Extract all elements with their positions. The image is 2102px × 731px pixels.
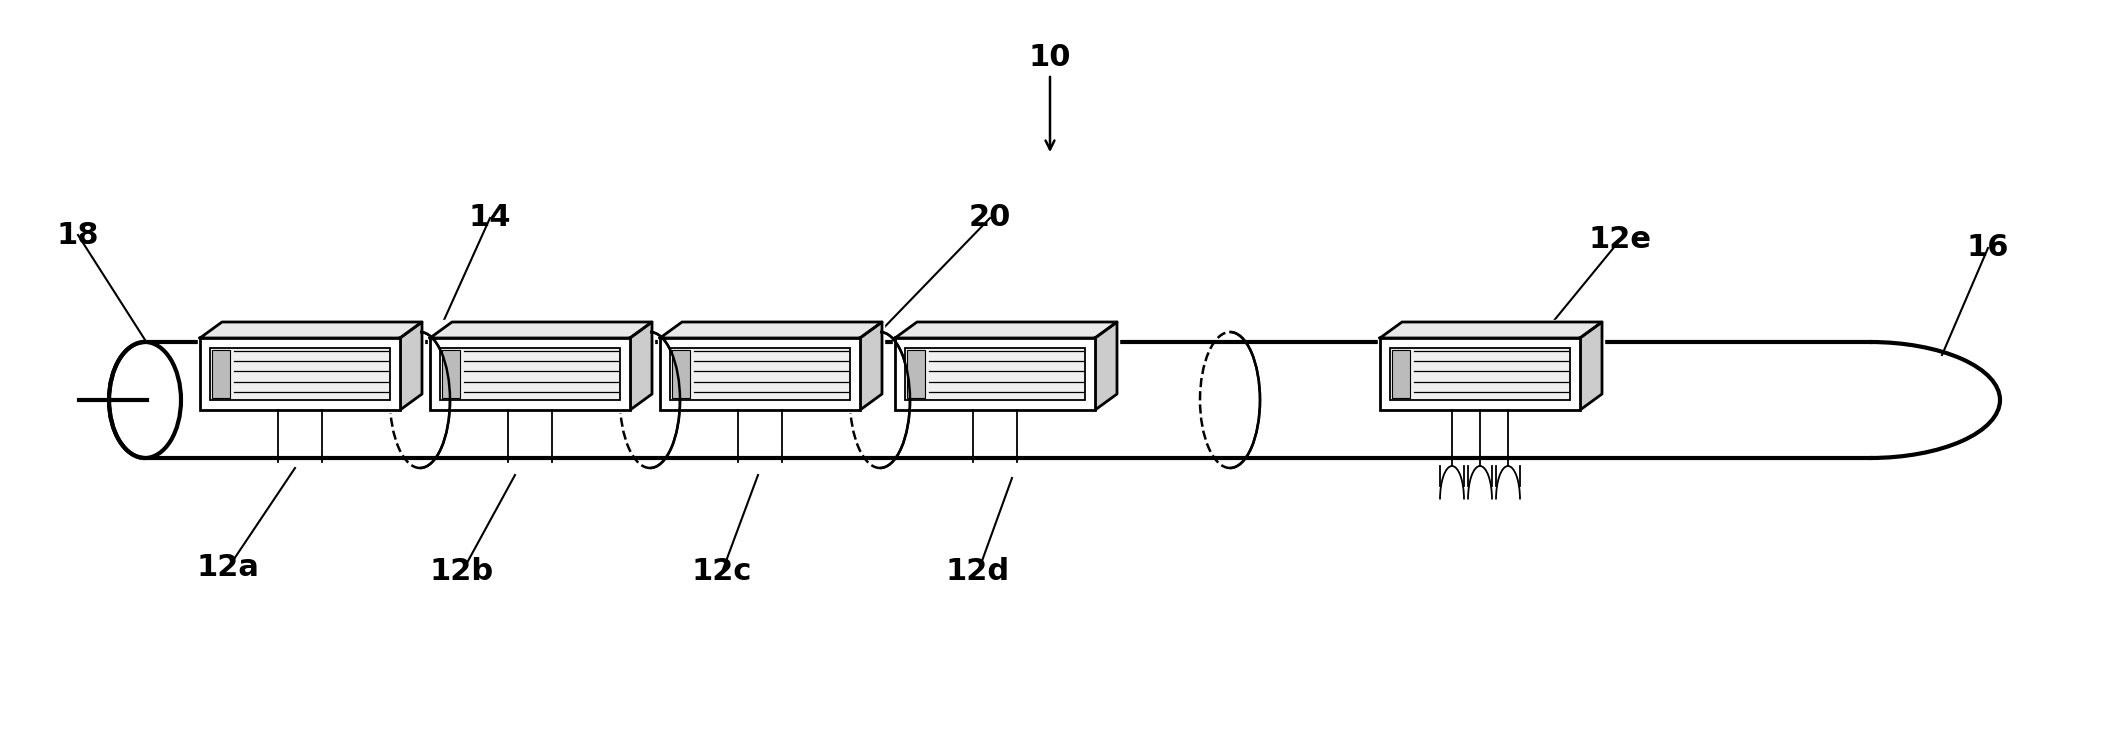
Text: 12c: 12c: [692, 558, 753, 586]
Bar: [200, 338, 399, 410]
Polygon shape: [200, 322, 423, 338]
Text: 10: 10: [1028, 44, 1072, 72]
Text: 12a: 12a: [198, 553, 259, 583]
Bar: [198, 320, 425, 412]
Text: 14: 14: [469, 203, 511, 232]
Bar: [210, 348, 391, 400]
Polygon shape: [660, 322, 883, 338]
Bar: [1389, 348, 1570, 400]
Polygon shape: [1381, 322, 1602, 338]
Polygon shape: [431, 322, 652, 338]
Text: 16: 16: [1967, 233, 2010, 262]
Polygon shape: [860, 322, 883, 410]
Bar: [893, 320, 1118, 412]
Bar: [431, 338, 631, 410]
Bar: [1379, 320, 1604, 412]
Polygon shape: [631, 322, 652, 410]
Bar: [429, 320, 654, 412]
Bar: [660, 338, 860, 410]
Bar: [673, 350, 689, 398]
Bar: [658, 320, 885, 412]
Polygon shape: [399, 322, 423, 410]
Polygon shape: [895, 322, 1116, 338]
Bar: [906, 350, 925, 398]
Bar: [671, 348, 849, 400]
Bar: [1381, 338, 1581, 410]
Polygon shape: [1581, 322, 1602, 410]
Ellipse shape: [109, 342, 181, 458]
Text: 12d: 12d: [946, 558, 1011, 586]
Bar: [906, 348, 1085, 400]
Bar: [895, 338, 1095, 410]
Polygon shape: [1095, 322, 1116, 410]
Bar: [441, 350, 460, 398]
Bar: [439, 348, 620, 400]
Text: 18: 18: [57, 221, 99, 249]
Bar: [212, 350, 229, 398]
Bar: [1392, 350, 1410, 398]
Text: 20: 20: [969, 203, 1011, 232]
Text: 12e: 12e: [1589, 225, 1652, 254]
Text: 12b: 12b: [431, 558, 494, 586]
